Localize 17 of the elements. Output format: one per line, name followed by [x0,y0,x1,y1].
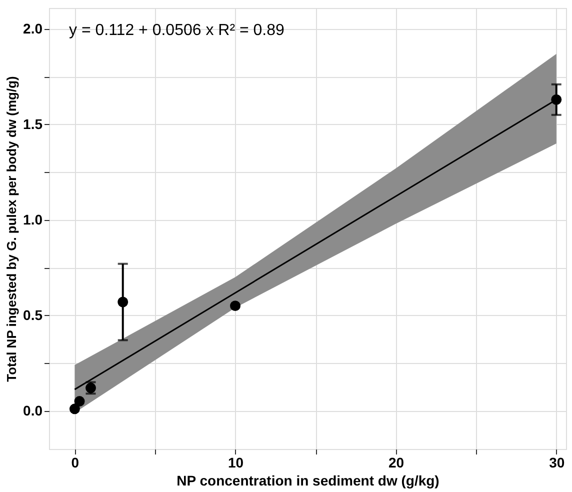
annotation: y = 0.112 + 0.0506 x R² = 0.89 [69,22,285,39]
x-tick-label: 0 [71,454,80,470]
x-tick-label: 10 [228,454,244,470]
x-axis-title: NP concentration in sediment dw (g/kg) [176,472,440,488]
y-tick-label: 1.5 [23,116,43,132]
x-tick-label: 20 [388,454,404,470]
point [74,396,85,407]
y-tick-label: 2.0 [23,20,43,36]
y-tick-label: 0.0 [23,402,43,418]
point [230,300,240,312]
point [551,94,562,105]
y-tick-label: 1.0 [23,211,43,228]
point [118,296,128,308]
y-axis-title: Total NP ingested by G. pulex per body dw (mg/g) [4,76,20,382]
y-tick-label: 0.5 [23,306,43,323]
point [69,404,80,414]
x-tick-label: 30 [549,454,565,470]
